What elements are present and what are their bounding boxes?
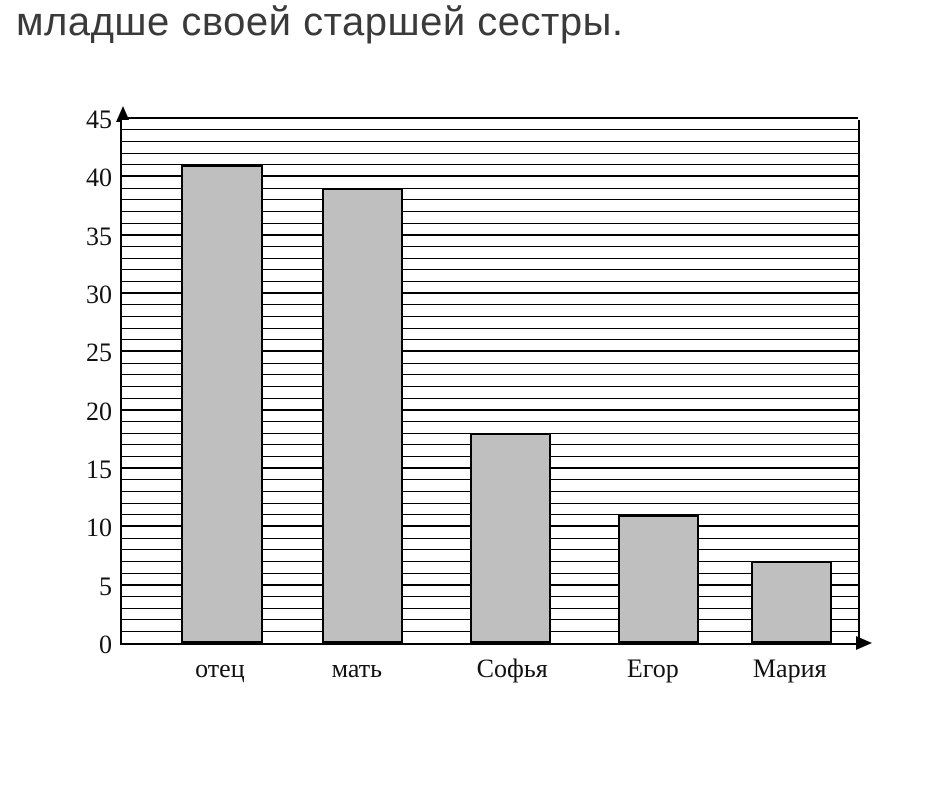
y-tick-label: 40 xyxy=(86,163,112,193)
page-header-fragment: младше своей старшей сестры. xyxy=(0,0,941,52)
y-tick-label: 45 xyxy=(86,105,112,135)
y-tick-label: 20 xyxy=(86,397,112,427)
x-axis-arrow-icon xyxy=(856,636,872,650)
x-tick-label: Софья xyxy=(477,654,548,684)
bar xyxy=(470,433,551,643)
grid-line-minor xyxy=(122,129,858,130)
grid-line-major xyxy=(122,117,858,119)
x-tick-label: отец xyxy=(195,654,244,684)
bar xyxy=(618,515,699,643)
bar-chart: 051015202530354045 отецматьСофьяЕгорМари… xyxy=(60,120,880,740)
x-tick-label: Егор xyxy=(627,654,679,684)
bar xyxy=(322,188,403,643)
y-tick-label: 30 xyxy=(86,280,112,310)
y-tick-label: 0 xyxy=(99,630,112,660)
x-axis-labels: отец мать Софья Егор Мария xyxy=(120,650,860,710)
y-tick-label: 25 xyxy=(86,338,112,368)
x-tick-label: Мария xyxy=(753,654,827,684)
page-root: младше своей старшей сестры. 0 5 10 15 20 25 3… xyxy=(0,0,941,789)
grid-line-minor xyxy=(122,141,858,142)
y-tick-label: 10 xyxy=(86,513,112,543)
x-tick-label: мать xyxy=(332,654,382,684)
bar xyxy=(181,165,262,643)
y-tick-label: 15 xyxy=(86,455,112,485)
y-tick-label: 5 xyxy=(99,572,112,602)
bar xyxy=(751,561,832,643)
y-axis-labels: 051015202530354045 xyxy=(60,120,120,645)
plot-area xyxy=(120,120,860,645)
y-tick-label: 35 xyxy=(86,222,112,252)
grid-line-minor xyxy=(122,153,858,154)
